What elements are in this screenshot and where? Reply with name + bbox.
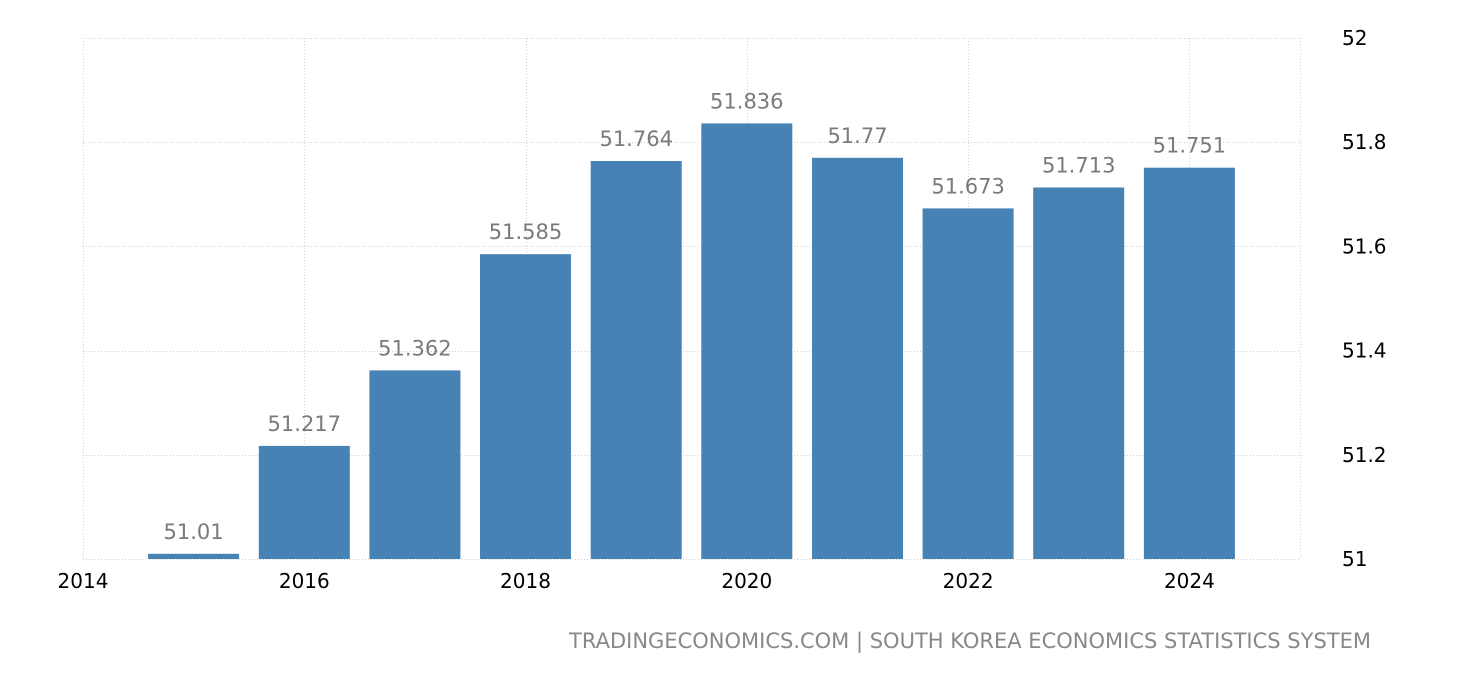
source-attribution: TRADINGECONOMICS.COM | SOUTH KOREA ECONO…	[569, 629, 1371, 653]
data-label-2024: 51.751	[1153, 134, 1226, 158]
bar-2018	[480, 254, 571, 559]
y-tick-label-51-2: 51.2	[1342, 443, 1387, 467]
bar-2023	[1033, 187, 1125, 559]
x-axis-ticks: 2014 2016 2018 2020 2022 2024	[58, 569, 1215, 593]
bar-2020	[701, 123, 793, 560]
y-tick-label-51-4: 51.4	[1342, 339, 1387, 363]
bar-2022	[922, 208, 1014, 559]
data-label-2015: 51.01	[164, 520, 224, 544]
data-label-2022: 51.673	[931, 174, 1004, 198]
bar-2024	[1143, 167, 1235, 559]
bar-2019	[590, 161, 682, 559]
data-labels: 51.01 51.217 51.362 51.585 51.764 51.836 51.77…	[164, 89, 1227, 543]
data-label-2017: 51.362	[378, 336, 451, 360]
bar-series	[148, 123, 1235, 560]
bar-2021	[812, 157, 903, 560]
y-tick-label-51-8: 51.8	[1342, 130, 1387, 154]
x-tick-label-2022: 2022	[943, 569, 994, 593]
x-tick-label-2020: 2020	[721, 569, 772, 593]
x-tick-label-2014: 2014	[58, 569, 109, 593]
x-tick-label-2016: 2016	[279, 569, 330, 593]
bar-2015	[148, 553, 240, 559]
data-label-2018: 51.585	[489, 220, 562, 244]
y-axis-ticks: 51 51.2 51.4 51.6 51.8 52	[1342, 26, 1387, 571]
data-label-2020: 51.836	[710, 89, 783, 113]
data-label-2023: 51.713	[1042, 154, 1115, 178]
y-tick-label-52: 52	[1342, 26, 1367, 50]
y-tick-label-51: 51	[1342, 547, 1367, 571]
x-tick-label-2018: 2018	[500, 569, 551, 593]
bar-2017	[369, 370, 461, 559]
x-tick-label-2024: 2024	[1164, 569, 1215, 593]
y-tick-label-51-6: 51.6	[1342, 234, 1387, 258]
data-label-2021: 51.77	[827, 124, 887, 148]
data-label-2019: 51.764	[599, 127, 672, 151]
bar-2016	[258, 445, 350, 559]
data-label-2016: 51.217	[268, 412, 341, 436]
